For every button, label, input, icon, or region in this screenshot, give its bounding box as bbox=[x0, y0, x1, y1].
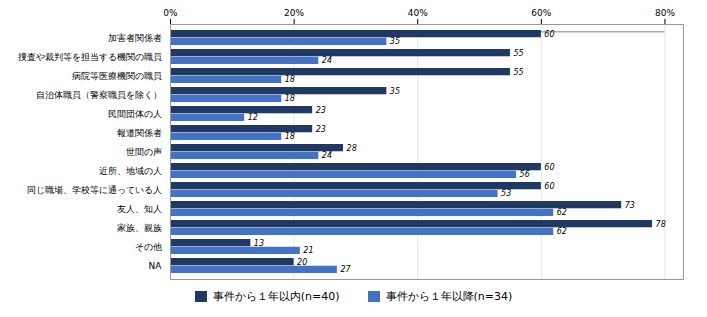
svg-text:13: 13 bbox=[254, 239, 264, 248]
svg-text:78: 78 bbox=[656, 220, 666, 229]
svg-text:友人、知人: 友人、知人 bbox=[117, 204, 162, 214]
svg-text:21: 21 bbox=[303, 246, 313, 255]
svg-text:62: 62 bbox=[557, 208, 567, 217]
svg-text:18: 18 bbox=[285, 132, 295, 141]
html-text:事件から１年以内(n=40): 事件から１年以内(n=40) bbox=[212, 290, 340, 303]
svg-text:NA: NA bbox=[149, 261, 163, 271]
svg-text:加害者関係者: 加害者関係者 bbox=[108, 33, 162, 43]
svg-text:近所、地域の人: 近所、地域の人 bbox=[99, 166, 162, 176]
svg-text:18: 18 bbox=[285, 94, 295, 103]
svg-text:60%: 60% bbox=[531, 8, 551, 18]
svg-text:62: 62 bbox=[557, 227, 567, 236]
svg-text:23: 23 bbox=[316, 125, 326, 134]
svg-text:24: 24 bbox=[322, 151, 332, 160]
svg-text:報道関係者: 報道関係者 bbox=[117, 128, 162, 138]
svg-text:24: 24 bbox=[322, 56, 332, 65]
svg-text:同じ職場、学校等に通っている人: 同じ職場、学校等に通っている人 bbox=[27, 185, 162, 195]
svg-text:28: 28 bbox=[347, 144, 357, 153]
svg-text:55: 55 bbox=[513, 68, 523, 77]
svg-text:病院等医療機関の職員: 病院等医療機関の職員 bbox=[72, 71, 162, 81]
svg-text:その他: その他 bbox=[135, 242, 162, 252]
svg-text:18: 18 bbox=[285, 75, 295, 84]
svg-text:家族、親族: 家族、親族 bbox=[117, 223, 162, 233]
svg-text:20%: 20% bbox=[284, 8, 304, 18]
html-text:事件から１年以降(n=34): 事件から１年以降(n=34) bbox=[385, 290, 513, 303]
svg-text:捜査や裁判等を担当する機関の職員: 捜査や裁判等を担当する機関の職員 bbox=[18, 52, 162, 62]
svg-text:自治体職員（警察職員を除く）: 自治体職員（警察職員を除く） bbox=[36, 90, 162, 100]
svg-text:35: 35 bbox=[390, 87, 400, 96]
svg-text:27: 27 bbox=[340, 265, 351, 274]
svg-text:53: 53 bbox=[501, 189, 511, 198]
svg-text:40%: 40% bbox=[408, 8, 428, 18]
svg-text:60: 60 bbox=[544, 182, 554, 191]
svg-text:73: 73 bbox=[625, 201, 635, 210]
svg-text:60: 60 bbox=[544, 163, 554, 172]
svg-text:35: 35 bbox=[390, 37, 400, 46]
svg-text:20: 20 bbox=[297, 258, 307, 267]
svg-text:60: 60 bbox=[544, 30, 554, 39]
svg-text:56: 56 bbox=[520, 170, 530, 179]
svg-text:55: 55 bbox=[513, 49, 523, 58]
svg-text:12: 12 bbox=[248, 113, 258, 122]
svg-text:民間団体の人: 民間団体の人 bbox=[108, 109, 162, 119]
svg-text:80%: 80% bbox=[655, 8, 675, 18]
svg-text:0%: 0% bbox=[163, 8, 178, 18]
svg-text:世間の声: 世間の声 bbox=[126, 147, 162, 157]
svg-text:23: 23 bbox=[316, 106, 326, 115]
